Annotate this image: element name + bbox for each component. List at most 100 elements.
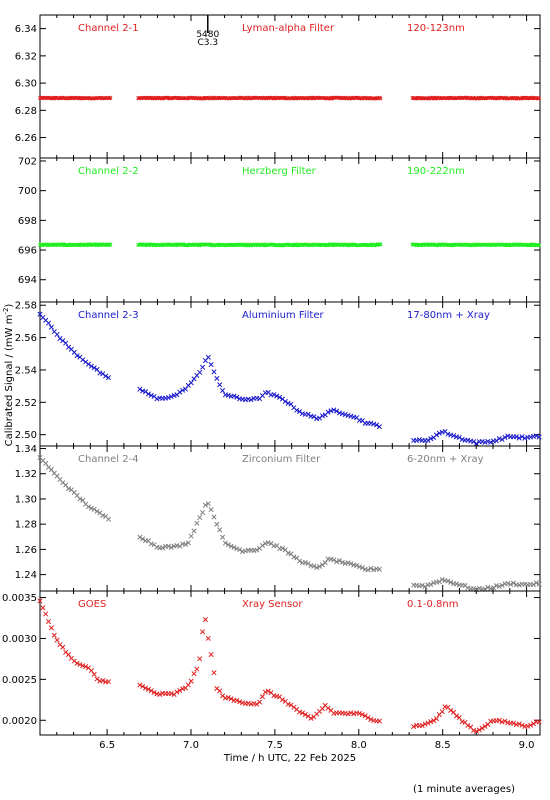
data-point [91, 365, 97, 371]
data-point [74, 660, 80, 666]
data-point [140, 683, 146, 689]
y-tick-label: 0.0025 [2, 675, 37, 686]
data-point [65, 486, 72, 492]
data-point [254, 547, 260, 553]
panel-2: 694 696 698 700 702 Channel 2-2 Herzberg Filte… [18, 156, 542, 303]
filter-name: Herzberg Filter [242, 166, 317, 177]
data-point [502, 718, 508, 724]
data-point [456, 714, 462, 721]
channel-name: GOES [78, 599, 106, 610]
panel-frame [39, 445, 541, 592]
data-point [94, 508, 100, 514]
data-point [299, 710, 305, 716]
data-point [160, 545, 166, 551]
data-point [479, 725, 485, 731]
data-point [428, 581, 434, 588]
data-point [496, 717, 502, 723]
data-point [362, 713, 368, 719]
data-point [348, 561, 354, 567]
panel-frame [39, 157, 541, 303]
data-point [54, 331, 60, 337]
data-point [148, 688, 154, 694]
data-point [348, 413, 354, 419]
data-point [510, 580, 517, 586]
data-point [145, 686, 151, 692]
panel-5: 0.0020 0.0025 0.0030 0.0035 GOES Xray Sensor 0… [2, 590, 542, 736]
data-series [37, 454, 542, 593]
data-point [91, 671, 97, 677]
event-marker-label: 5480 [196, 30, 219, 40]
data-point [259, 694, 266, 700]
data-point [336, 410, 343, 416]
y-tick-label: 698 [18, 216, 37, 227]
data-point [305, 411, 311, 417]
wavelength-band: 0.1-0.8nm [407, 599, 459, 610]
data-point [200, 364, 206, 370]
y-tick-label: 702 [18, 156, 37, 167]
data-point [168, 690, 174, 697]
data-point [453, 713, 459, 719]
data-point [43, 460, 49, 466]
data-point [74, 353, 80, 359]
data-point [103, 373, 109, 379]
data-point [536, 719, 542, 725]
data-point [496, 436, 502, 442]
data-point [217, 688, 223, 694]
data-point [259, 542, 266, 549]
data-point [297, 409, 303, 415]
data-point [516, 721, 522, 727]
data-point [522, 435, 528, 441]
data-point [100, 678, 106, 684]
data-point [145, 391, 151, 397]
data-series [38, 242, 542, 248]
data-point [453, 581, 459, 587]
data-point [528, 722, 534, 728]
data-point [279, 545, 286, 551]
data-point [80, 663, 86, 669]
panel-4: 1.24 1.26 1.28 1.30 1.32 1.34 Channel 2-4 Zirco… [15, 444, 542, 593]
data-point [311, 563, 317, 569]
data-point [465, 437, 471, 443]
data-point [105, 679, 112, 685]
data-point [182, 386, 189, 392]
data-point [297, 709, 303, 715]
data-point [265, 688, 271, 694]
y-tick-label: 1.26 [15, 545, 37, 556]
data-point [342, 412, 348, 418]
data-point [180, 686, 186, 692]
data-point [519, 434, 525, 440]
y-tick-label: 700 [18, 186, 37, 197]
data-point [168, 544, 174, 550]
data-point [248, 397, 254, 403]
data-point [319, 413, 325, 419]
data-point [137, 534, 143, 540]
data-point [282, 398, 288, 404]
channel-name: Channel 2-4 [78, 454, 139, 465]
data-point [188, 533, 194, 539]
data-point [231, 544, 237, 550]
data-point [377, 242, 382, 247]
data-point [200, 509, 206, 516]
data-point [148, 541, 154, 547]
data-point [108, 95, 113, 100]
data-point [217, 527, 223, 533]
filter-name: Xray Sensor [242, 599, 303, 610]
data-point [476, 727, 482, 733]
panel-3: 2.50 2.52 2.54 2.56 2.58 Channel 2-3 Aluminium… [15, 301, 542, 447]
data-point [225, 542, 231, 548]
data-point [365, 715, 371, 721]
data-point [476, 585, 482, 591]
data-point [77, 496, 83, 502]
data-point [356, 710, 363, 716]
data-point [91, 506, 97, 512]
data-point [85, 361, 92, 367]
y-tick-label: 6.30 [15, 79, 37, 90]
data-point [314, 565, 320, 571]
data-point [48, 324, 54, 330]
panel-frame [39, 14, 541, 159]
panel-frame [39, 301, 541, 447]
data-point [448, 579, 454, 585]
data-point [411, 724, 417, 730]
data-point [530, 582, 537, 588]
data-point [288, 401, 294, 407]
